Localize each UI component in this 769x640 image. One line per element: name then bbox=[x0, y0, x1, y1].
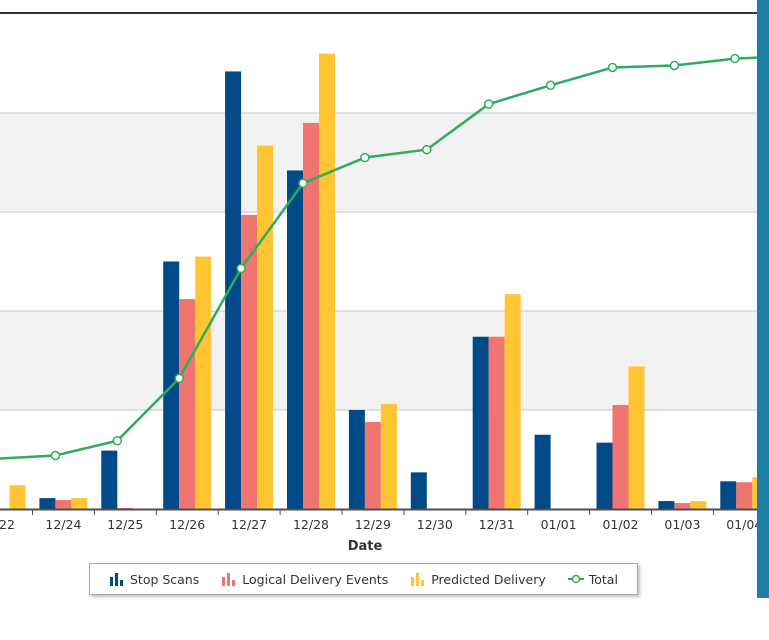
x-tick-label-9: 01/01 bbox=[541, 517, 577, 532]
legend-item-predicted-delivery[interactable]: Predicted Delivery bbox=[410, 572, 546, 587]
grid-band bbox=[0, 113, 757, 212]
legend-label-total: Total bbox=[588, 571, 618, 587]
bar-logical-delivery-events-3[interactable] bbox=[179, 299, 196, 509]
bar-stop-scans-11[interactable] bbox=[658, 501, 675, 509]
bar-predicted-delivery-10[interactable] bbox=[628, 366, 645, 509]
x-axis-label: Date bbox=[348, 539, 383, 554]
legend-item-logical-delivery-events[interactable]: Logical Delivery Events bbox=[221, 572, 388, 587]
x-tick-label-4: 12/27 bbox=[231, 517, 267, 532]
bar-logical-delivery-events-8[interactable] bbox=[488, 336, 505, 509]
bar-stop-scans-9[interactable] bbox=[534, 434, 551, 509]
bar-predicted-delivery-6[interactable] bbox=[380, 404, 397, 509]
total-line-series bbox=[0, 53, 758, 461]
bar-logical-delivery-events-5[interactable] bbox=[303, 122, 319, 510]
x-tick-label-1: 12/24 bbox=[45, 517, 81, 532]
bar-stop-scans-7[interactable] bbox=[410, 472, 427, 509]
bar-logical-delivery-events-4[interactable] bbox=[241, 214, 258, 509]
bar-chart-icon bbox=[411, 573, 425, 586]
bar-logical-delivery-events-11[interactable] bbox=[674, 503, 691, 509]
bar-stop-scans-4[interactable] bbox=[225, 71, 242, 510]
line-marker-icon bbox=[567, 574, 584, 584]
bar-series bbox=[9, 53, 769, 510]
total-point-5[interactable] bbox=[298, 178, 308, 189]
total-point-4[interactable] bbox=[236, 263, 246, 274]
bar-stop-scans-12[interactable] bbox=[720, 481, 737, 509]
x-tick-label-7: 12/30 bbox=[417, 517, 453, 532]
bar-logical-delivery-events-6[interactable] bbox=[364, 421, 381, 509]
x-tick-label-12: 01/04 bbox=[726, 517, 762, 532]
legend: Stop Scans Logical Delivery Events Predi… bbox=[89, 563, 638, 595]
bar-stop-scans-1[interactable] bbox=[39, 498, 56, 509]
bar-stop-scans-2[interactable] bbox=[101, 450, 118, 509]
x-axis: 22 12/24 12/25 12/26 12/27 12/28 12/29 12/30 12/… bbox=[0, 508, 762, 532]
bar-predicted-delivery-1[interactable] bbox=[71, 498, 88, 509]
bar-predicted-delivery-8[interactable] bbox=[504, 294, 521, 509]
legend-label-stop-scans: Stop Scans bbox=[129, 571, 200, 587]
total-point-7[interactable] bbox=[422, 144, 432, 155]
x-tick-label-10: 01/02 bbox=[602, 517, 638, 532]
bar-logical-delivery-events-10[interactable] bbox=[612, 405, 629, 509]
x-tick-label-8: 12/31 bbox=[479, 517, 515, 532]
bar-logical-delivery-events-1[interactable] bbox=[55, 500, 72, 509]
total-point-3[interactable] bbox=[174, 373, 184, 384]
bar-stop-scans-5[interactable] bbox=[287, 170, 303, 510]
x-tick-label-3: 12/26 bbox=[169, 517, 205, 532]
total-point-10[interactable] bbox=[607, 62, 618, 73]
bar-predicted-delivery-11[interactable] bbox=[690, 501, 707, 509]
total-point-11[interactable] bbox=[669, 60, 680, 71]
bar-predicted-delivery-0[interactable] bbox=[9, 485, 26, 509]
total-point-2[interactable] bbox=[112, 435, 123, 446]
total-point-9[interactable] bbox=[545, 80, 556, 91]
bar-chart-icon bbox=[222, 573, 236, 586]
bar-chart-icon bbox=[109, 573, 123, 586]
legend-label-logical-delivery-events: Logical Delivery Events bbox=[242, 571, 389, 587]
total-point-8[interactable] bbox=[483, 99, 494, 109]
bar-logical-delivery-events-12[interactable] bbox=[736, 482, 753, 509]
legend-item-stop-scans[interactable]: Stop Scans bbox=[109, 572, 199, 587]
grid-bands bbox=[0, 113, 757, 410]
total-point-6[interactable] bbox=[360, 152, 370, 163]
total-point-1[interactable] bbox=[50, 450, 61, 461]
legend-label-predicted-delivery: Predicted Delivery bbox=[431, 571, 546, 587]
bar-predicted-delivery-3[interactable] bbox=[195, 256, 212, 509]
bar-stop-scans-10[interactable] bbox=[596, 442, 613, 509]
x-tick-label-2: 12/25 bbox=[107, 517, 143, 532]
bar-predicted-delivery-5[interactable] bbox=[319, 53, 335, 509]
bar-predicted-delivery-4[interactable] bbox=[257, 145, 274, 510]
x-tick-label-11: 01/03 bbox=[664, 517, 700, 532]
legend-item-total[interactable]: Total bbox=[567, 571, 618, 587]
top-border bbox=[0, 12, 757, 14]
x-tick-label-6: 12/29 bbox=[355, 517, 391, 532]
bar-stop-scans-8[interactable] bbox=[472, 336, 489, 509]
bar-stop-scans-6[interactable] bbox=[348, 410, 365, 509]
x-tick-label-5: 12/28 bbox=[293, 517, 329, 532]
total-point-12[interactable] bbox=[730, 53, 740, 64]
side-accent-bar bbox=[757, 0, 769, 598]
total-line bbox=[0, 56, 758, 460]
x-tick-label-0: 22 bbox=[0, 517, 15, 532]
